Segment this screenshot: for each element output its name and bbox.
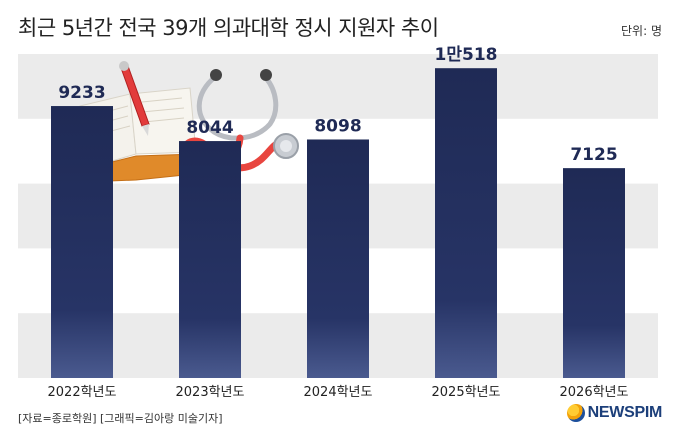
- bar-value-label: 7125: [570, 145, 617, 165]
- bar: [51, 106, 113, 379]
- bar-chart: 9233 8044 8098 1만518 7125 2022학년도 2023학년도 2024…: [18, 45, 658, 400]
- x-tick-label: 2026학년도: [560, 385, 629, 400]
- x-tick-label: 2023학년도: [176, 385, 245, 400]
- x-tick-label: 2025학년도: [432, 385, 501, 400]
- bar-value-label: 1만518: [435, 45, 498, 65]
- bar: [307, 139, 369, 378]
- chart-area: 9233 8044 8098 1만518 7125 2022학년도 2023학년도 2024…: [18, 45, 658, 400]
- x-tick-label: 2022학년도: [48, 385, 117, 400]
- bar-value-label: 8098: [314, 116, 361, 136]
- bar-value-label: 9233: [58, 83, 105, 103]
- chart-title: 최근 5년간 전국 39개 의과대학 정시 지원자 추이: [18, 16, 439, 40]
- source-credit: [자료=종로학원] [그래픽=김아랑 미술기자]: [18, 412, 223, 425]
- unit-label: 단위: 명: [621, 24, 662, 38]
- newspim-logo-text: NEWSPIM: [587, 404, 663, 421]
- bar: [435, 68, 497, 379]
- bar: [563, 168, 625, 378]
- x-tick-label: 2024학년도: [304, 385, 373, 400]
- bar: [179, 141, 241, 378]
- bar-value-label: 8044: [186, 118, 233, 138]
- newspim-logo: NEWSPIM: [566, 404, 663, 422]
- newspim-logo-icon: [566, 404, 585, 422]
